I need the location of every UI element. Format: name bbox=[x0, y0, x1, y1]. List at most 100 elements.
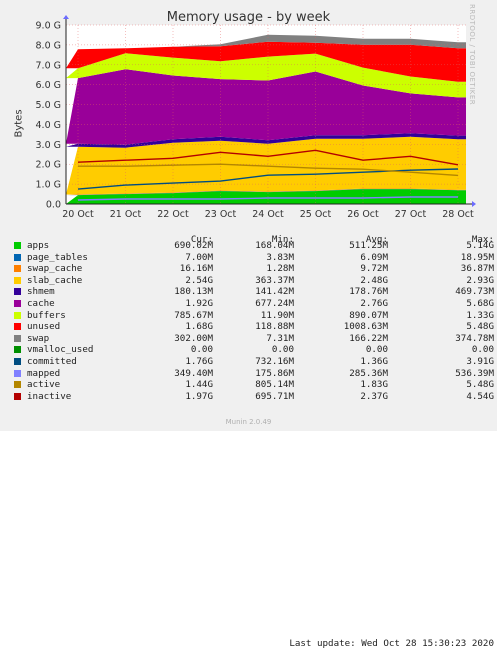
legend-header-max: Max: bbox=[471, 234, 494, 245]
x-tick-label: 28 Oct bbox=[442, 209, 474, 220]
legend-series-name: unused bbox=[27, 321, 61, 333]
y-tick-label: 6.0 G bbox=[36, 80, 62, 91]
legend-min-value: 141.42M bbox=[255, 286, 294, 298]
legend-swatch bbox=[14, 334, 21, 342]
legend-row-swap-cache: swap_cache 16.16M 1.28M 9.72M 36.87M bbox=[14, 263, 494, 275]
legend-cur-value: 349.40M bbox=[174, 367, 213, 379]
legend-max-value: 5.48G bbox=[466, 321, 494, 333]
legend-cur-value: 0.00 bbox=[190, 344, 213, 356]
line-active bbox=[78, 163, 459, 177]
legend-row-slab-cache: slab_cache 2.54G 363.37M 2.48G 2.93G bbox=[14, 275, 494, 287]
legend-cur-value: 16.16M bbox=[179, 263, 213, 275]
legend-swatch bbox=[14, 369, 21, 377]
line-inactive bbox=[77, 149, 459, 166]
legend-min-value: 695.71M bbox=[255, 390, 294, 402]
rrdtool-credit: RRDTOOL / TOBI OETIKER bbox=[468, 4, 476, 106]
legend-row-buffers: buffers 785.67M 11.90M 890.07M 1.33G bbox=[14, 310, 494, 322]
x-tick-label: 24 Oct bbox=[252, 209, 284, 220]
legend-cur-value: 785.67M bbox=[174, 309, 213, 321]
legend-row-page-tables: page_tables 7.00M 3.83M 6.09M 18.95M bbox=[14, 252, 494, 264]
legend-row-vmalloc-used: vmalloc_used 0.00 0.00 0.00 0.00 bbox=[14, 344, 494, 356]
memory-chart: 0.0 1.0 G 2.0 G 3.0 G 4.0 G 5.0 G 6.0 G 7.0 G 8.… bbox=[36, 15, 476, 220]
legend-swatch bbox=[14, 346, 21, 354]
legend-row-unused: unused 1.68G 118.88M 1008.63M 5.48G bbox=[14, 321, 494, 333]
legend-min-value: 732.16M bbox=[255, 356, 294, 367]
legend-min-value: 7.31M bbox=[266, 332, 294, 344]
x-tick-label: 23 Oct bbox=[205, 209, 237, 220]
legend-series-name: buffers bbox=[27, 309, 66, 321]
legend-max-value: 5.68G bbox=[466, 298, 494, 309]
legend-min-value: 118.88M bbox=[255, 321, 294, 333]
x-tick-label: 21 Oct bbox=[110, 209, 142, 220]
legend-row-committed: committed 1.76G 732.16M 1.36G 3.91G bbox=[14, 356, 494, 368]
legend-min-value: 363.37M bbox=[255, 274, 294, 286]
y-tick-label: 2.0 G bbox=[36, 160, 62, 171]
legend-cur-value: 690.02M bbox=[174, 240, 213, 251]
legend-min-value: 0.00 bbox=[271, 344, 294, 356]
legend-avg-value: 0.00 bbox=[365, 344, 388, 356]
legend-min-value: 677.24M bbox=[255, 298, 294, 309]
y-tick-label: 3.0 G bbox=[36, 140, 62, 151]
legend-row-cache: cache 1.92G 677.24M 2.76G 5.68G bbox=[14, 298, 494, 310]
legend-cur-value: 2.54G bbox=[185, 274, 213, 286]
area-page-tables bbox=[66, 188, 466, 196]
legend-cur-value: 1.92G bbox=[185, 298, 213, 309]
legend-header-cur: Cur: bbox=[190, 234, 213, 245]
area-cache bbox=[66, 69, 466, 145]
y-tick-label: 5.0 G bbox=[36, 100, 62, 111]
legend-row-shmem: shmem 180.13M 141.42M 178.76M 469.73M bbox=[14, 286, 494, 298]
y-tick-label: 7.0 G bbox=[36, 60, 62, 71]
legend-max-value: 1.33G bbox=[466, 309, 494, 321]
legend-row-apps: apps 690.02M 168.04M 511.25M 5.14G bbox=[14, 240, 494, 252]
legend-swatch bbox=[14, 392, 21, 400]
x-tick-label: 25 Oct bbox=[300, 209, 332, 220]
legend-min-value: 168.04M bbox=[255, 240, 294, 251]
legend-swatch bbox=[14, 253, 21, 261]
area-unused bbox=[66, 41, 466, 82]
legend-swatch bbox=[14, 276, 21, 284]
legend-swatch bbox=[14, 358, 21, 365]
legend-min-value: 175.86M bbox=[255, 367, 294, 379]
legend-max-value: 374.78M bbox=[455, 332, 494, 344]
area-buffers bbox=[66, 53, 466, 98]
y-axis-arrow bbox=[63, 15, 69, 19]
line-mapped bbox=[77, 196, 458, 201]
x-tick-label: 22 Oct bbox=[157, 209, 189, 220]
legend-series-name: apps bbox=[27, 240, 50, 251]
legend-avg-value: 9.72M bbox=[360, 263, 388, 275]
legend-row-active: active 1.44G 805.14M 1.83G 5.48G bbox=[14, 379, 494, 391]
last-update: Last update: Wed Oct 28 15:30:23 2020 bbox=[289, 638, 494, 649]
legend-series-name: active bbox=[27, 379, 61, 391]
legend-avg-value: 890.07M bbox=[349, 309, 388, 321]
legend-max-value: 3.91G bbox=[466, 356, 494, 367]
legend-cur-value: 1.97G bbox=[185, 390, 213, 402]
legend-series-name: shmem bbox=[27, 286, 55, 298]
legend-swatch bbox=[14, 265, 21, 273]
legend-header-min: Min: bbox=[271, 234, 294, 245]
legend-swatch bbox=[14, 288, 21, 296]
y-tick-label: 1.0 G bbox=[36, 180, 62, 191]
legend-min-value: 805.14M bbox=[255, 379, 294, 391]
x-axis-arrow bbox=[472, 201, 476, 207]
legend-row-mapped: mapped 349.40M 175.86M 285.36M 536.39M bbox=[14, 368, 494, 380]
legend-max-value: 36.87M bbox=[460, 263, 494, 275]
x-tick-label: 26 Oct bbox=[347, 209, 379, 220]
legend-max-value: 0.00 bbox=[471, 344, 494, 356]
legend-cur-value: 1.76G bbox=[185, 356, 213, 367]
legend-min-value: 1.28M bbox=[266, 263, 294, 275]
legend-avg-value: 511.25M bbox=[349, 240, 388, 251]
chart-title: Memory usage - by week bbox=[166, 10, 331, 25]
y-tick-label: 9.0 G bbox=[36, 21, 62, 32]
legend-avg-value: 1.83G bbox=[360, 379, 388, 391]
area-swap bbox=[66, 34, 466, 50]
legend-avg-value: 2.76G bbox=[360, 298, 388, 309]
legend-series-name: page_tables bbox=[27, 251, 88, 263]
legend-max-value: 2.93G bbox=[466, 274, 494, 286]
legend-row-swap: swap 302.00M 7.31M 166.22M 374.78M bbox=[14, 333, 494, 345]
legend-series-name: swap bbox=[27, 332, 50, 344]
legend-max-value: 536.39M bbox=[455, 367, 494, 379]
area-swap-cache bbox=[66, 188, 466, 195]
area-apps bbox=[66, 189, 466, 204]
legend-avg-value: 1008.63M bbox=[343, 321, 388, 333]
legend-series-name: cache bbox=[27, 298, 55, 309]
